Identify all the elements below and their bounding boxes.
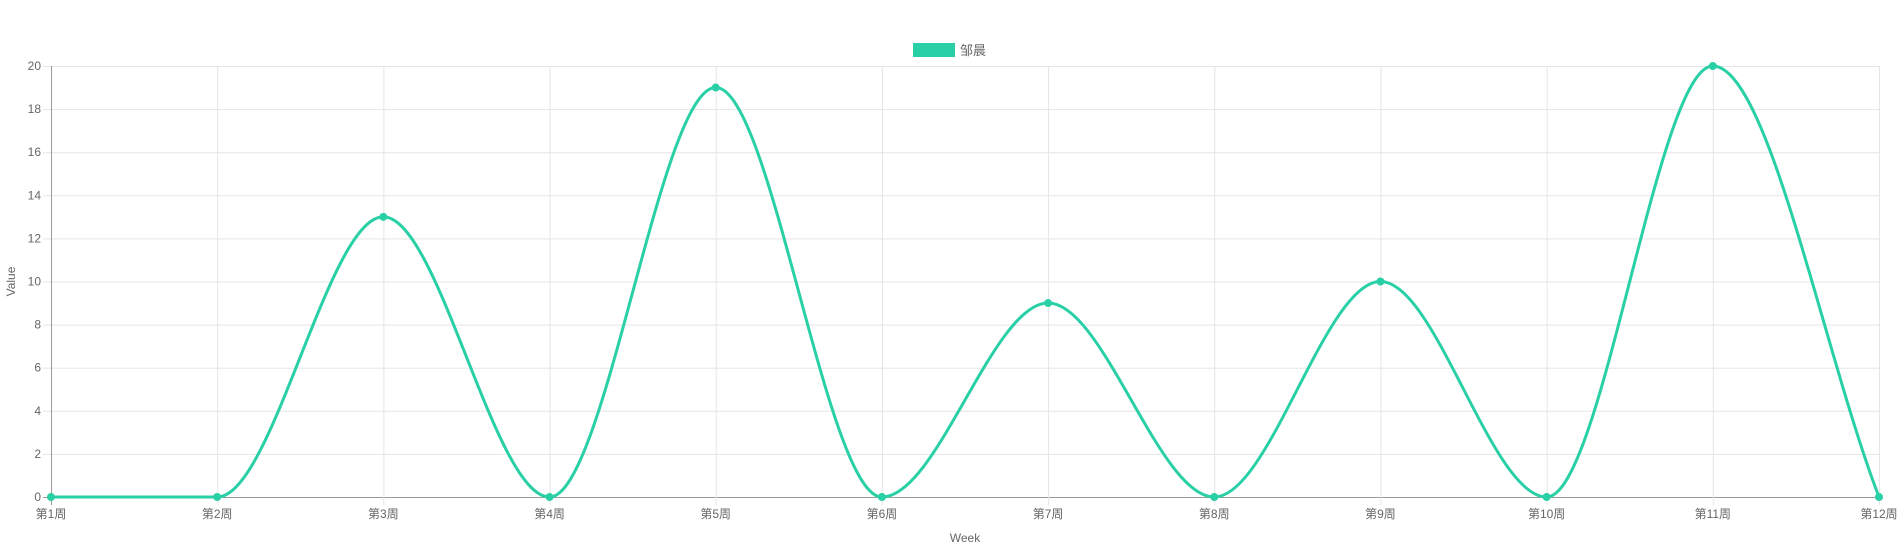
x-tick-label: 第9周: [1365, 507, 1396, 521]
x-tick-label: 第8周: [1199, 507, 1230, 521]
data-point: [379, 212, 388, 221]
x-tick-label: 第6周: [867, 507, 898, 521]
data-point: [877, 493, 886, 501]
data-point: [1708, 62, 1717, 70]
x-tick-label: 第11周: [1695, 507, 1731, 521]
x-tick-label: 第4周: [534, 507, 565, 521]
y-tick-label: 20: [28, 59, 42, 73]
data-point: [545, 493, 554, 501]
data-point: [47, 493, 55, 501]
x-axis-title: Week: [950, 531, 981, 545]
y-tick-label: 6: [34, 361, 41, 375]
series: [47, 62, 1883, 501]
y-tick-label: 14: [28, 188, 42, 202]
y-axis-title: Value: [4, 266, 18, 296]
data-point: [1376, 277, 1385, 286]
x-tick-label: 第2周: [202, 507, 233, 521]
series-line: [51, 64, 1881, 499]
x-tick-label: 第1周: [36, 507, 67, 521]
y-tick-label: 4: [34, 404, 41, 418]
x-tick-label: 第12周: [1860, 507, 1897, 521]
y-tick-label: 0: [34, 490, 41, 504]
y-tick-label: 8: [34, 318, 41, 332]
data-point: [1875, 493, 1883, 501]
y-tick-label: 12: [28, 231, 42, 245]
legend-label[interactable]: 邹晨: [960, 43, 986, 58]
data-point: [1542, 493, 1551, 501]
y-tick-label: 2: [34, 447, 41, 461]
x-tick-label: 第5周: [700, 507, 731, 521]
y-tick-label: 18: [28, 102, 42, 116]
legend[interactable]: 邹晨: [913, 43, 986, 58]
axes: 0 2 4 6 8 10 12 14 16 18 20 第1周 第2周 第3周 第4周 第5周 第6周 第7周 第8…: [28, 59, 1898, 521]
data-point: [711, 83, 720, 92]
x-tick-label: 第3周: [368, 507, 399, 521]
y-tick-label: 10: [28, 275, 42, 289]
x-tick-label: 第10周: [1528, 507, 1565, 521]
legend-swatch[interactable]: [913, 43, 955, 57]
x-tick-label: 第7周: [1033, 507, 1064, 521]
data-point: [1044, 299, 1053, 308]
grid: [43, 66, 1880, 505]
data-point: [213, 493, 222, 501]
data-point: [1210, 493, 1219, 501]
y-tick-label: 16: [28, 145, 42, 159]
